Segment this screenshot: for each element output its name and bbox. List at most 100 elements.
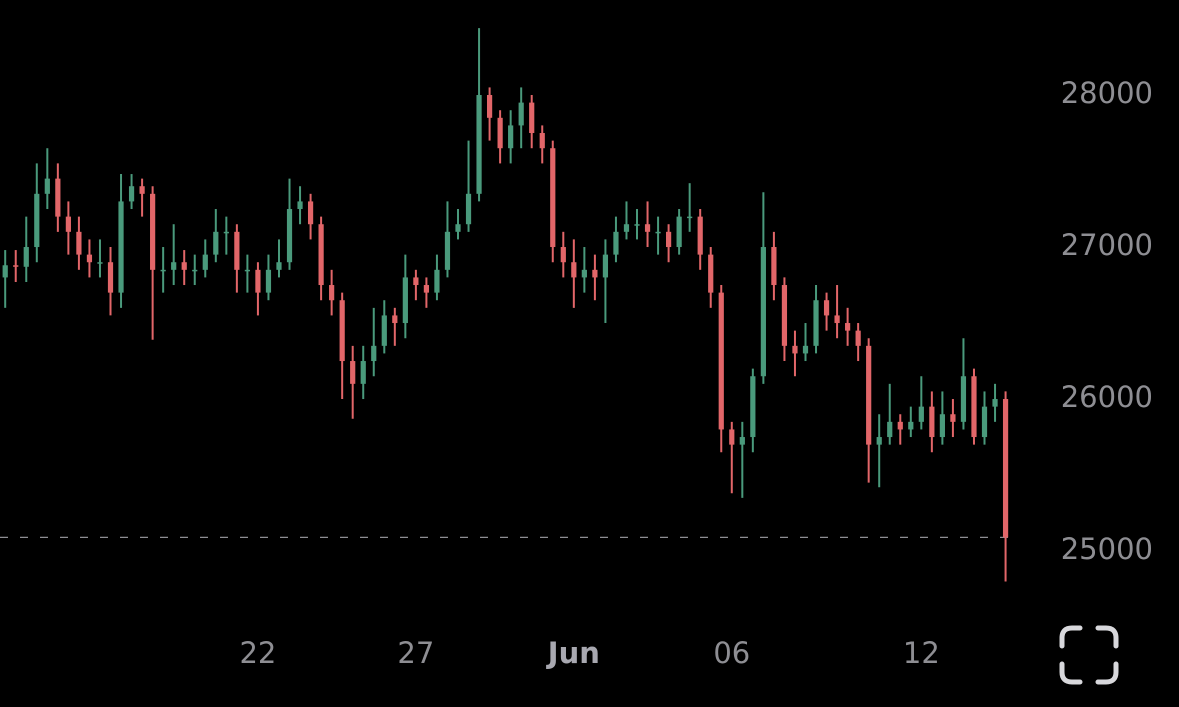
candle-body bbox=[444, 231, 451, 270]
candle-body bbox=[329, 285, 335, 301]
candle-body bbox=[750, 376, 756, 438]
candle-body bbox=[223, 231, 229, 234]
candle-body bbox=[34, 193, 40, 248]
candle-body bbox=[265, 269, 272, 293]
candle-body bbox=[318, 224, 324, 286]
candle-body bbox=[276, 262, 282, 270]
candle-body bbox=[518, 102, 524, 126]
y-tick-label: 25000 bbox=[1061, 532, 1153, 566]
candle-body bbox=[55, 178, 61, 217]
candle-body bbox=[581, 269, 587, 278]
candle-body bbox=[13, 265, 19, 267]
candle-body bbox=[771, 247, 777, 286]
candle-body bbox=[908, 421, 914, 430]
candle-body bbox=[539, 133, 545, 149]
candle-body bbox=[181, 262, 187, 270]
y-tick-label: 27000 bbox=[1061, 228, 1153, 262]
candle-body bbox=[392, 315, 398, 324]
candle-body bbox=[244, 269, 250, 272]
candle-body bbox=[602, 254, 609, 278]
fullscreen-button[interactable] bbox=[1059, 625, 1119, 685]
candle-body bbox=[413, 277, 419, 286]
candle-body bbox=[897, 421, 903, 430]
candle-body bbox=[550, 148, 556, 248]
candle-body bbox=[128, 186, 135, 202]
candle-body bbox=[139, 186, 145, 194]
candle-body bbox=[887, 421, 893, 438]
candle-body bbox=[465, 193, 472, 225]
candle-body bbox=[339, 300, 345, 362]
candle-body bbox=[118, 201, 124, 293]
candle-body bbox=[65, 216, 71, 232]
candle-body bbox=[255, 269, 261, 293]
candle-body bbox=[307, 201, 314, 225]
candle-body bbox=[455, 224, 461, 232]
candle-body bbox=[360, 361, 366, 384]
candle-body bbox=[613, 231, 619, 255]
x-tick-label: 22 bbox=[239, 636, 276, 670]
candle-body bbox=[571, 262, 577, 278]
candle-body bbox=[286, 209, 293, 263]
candle-body bbox=[508, 125, 514, 149]
candle-body bbox=[992, 399, 998, 407]
corner bbox=[1059, 625, 1083, 649]
candle-body bbox=[813, 300, 819, 346]
candle-body bbox=[107, 262, 114, 293]
candle-body bbox=[834, 315, 840, 324]
candle-body bbox=[981, 406, 988, 438]
candle-body bbox=[634, 224, 640, 226]
candle-body bbox=[739, 437, 745, 445]
candle-body bbox=[950, 414, 956, 422]
candle-body bbox=[97, 262, 103, 264]
candle-body bbox=[560, 247, 566, 263]
x-tick-label: 06 bbox=[713, 636, 750, 670]
corner bbox=[1095, 661, 1119, 685]
candle-body bbox=[350, 361, 356, 384]
candle-body bbox=[150, 193, 156, 270]
y-tick-label: 28000 bbox=[1061, 76, 1153, 110]
candle-body bbox=[666, 231, 672, 248]
candle-body bbox=[192, 269, 198, 272]
corner bbox=[1059, 661, 1083, 685]
candle-body bbox=[529, 102, 535, 134]
candle-body bbox=[160, 269, 166, 272]
candle-body bbox=[423, 285, 430, 293]
candle-body bbox=[297, 201, 303, 210]
candle-body bbox=[792, 345, 798, 354]
candle-body bbox=[718, 292, 724, 430]
candle-body bbox=[2, 265, 8, 278]
candle-body bbox=[497, 117, 503, 149]
candle-body bbox=[971, 376, 977, 438]
candle-body bbox=[708, 254, 714, 293]
candle-body bbox=[76, 231, 82, 255]
x-tick-label: 12 bbox=[903, 636, 940, 670]
candle-body bbox=[845, 323, 851, 331]
candle-body bbox=[687, 216, 693, 219]
candle-body bbox=[760, 247, 766, 377]
candle-body bbox=[644, 224, 651, 232]
x-tick-label: Jun bbox=[546, 636, 600, 670]
candle-body bbox=[381, 315, 387, 346]
candle-body bbox=[823, 300, 830, 316]
candle-body bbox=[1002, 399, 1009, 538]
candle-body bbox=[960, 376, 967, 422]
candle-body bbox=[939, 414, 945, 438]
candle-body bbox=[855, 330, 861, 346]
candle-body bbox=[929, 406, 935, 438]
y-tick-label: 26000 bbox=[1061, 380, 1153, 414]
candle-body bbox=[476, 95, 482, 194]
candle-body bbox=[655, 231, 661, 234]
candle-body bbox=[86, 254, 93, 263]
candle-body bbox=[23, 247, 29, 267]
candle-body bbox=[781, 285, 788, 346]
candle-body bbox=[729, 429, 735, 445]
candle-body bbox=[802, 345, 809, 354]
candle-body bbox=[876, 437, 882, 445]
candle-body bbox=[171, 262, 177, 270]
candle-body bbox=[697, 216, 703, 255]
candle-body bbox=[486, 95, 493, 118]
candle-body bbox=[918, 406, 924, 422]
candle-body bbox=[202, 254, 208, 270]
